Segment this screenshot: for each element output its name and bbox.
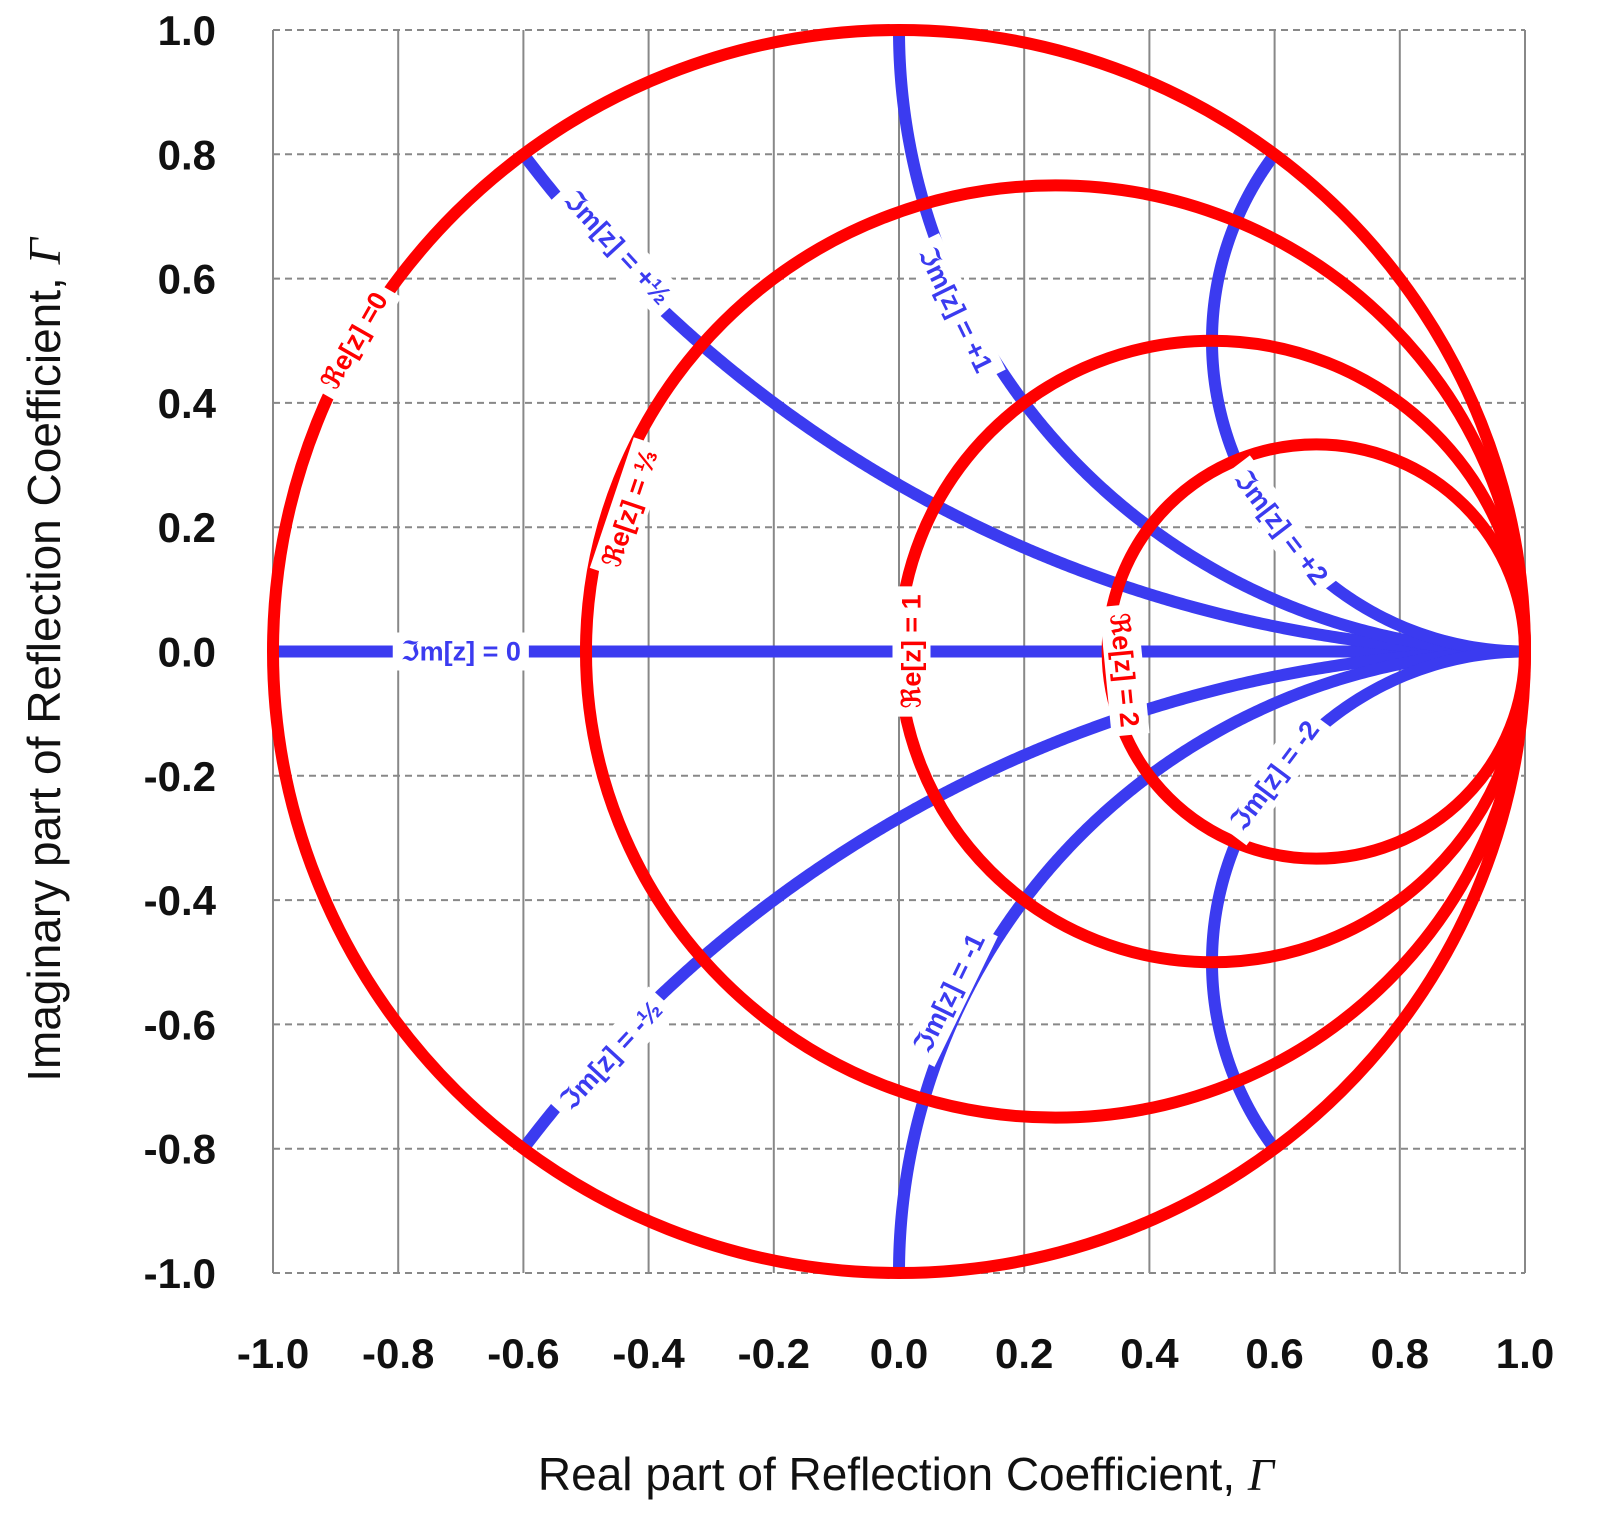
x-tick-label: 0.2 <box>995 1330 1053 1377</box>
curve-label: ℜe[z] = 2 <box>1099 603 1150 737</box>
y-tick-label: 1.0 <box>158 7 216 54</box>
curve-label: ℑm[z] = -½ <box>545 986 677 1125</box>
x-tick-label: 1.0 <box>1496 1330 1554 1377</box>
x-tick-label: 0.4 <box>1120 1330 1179 1377</box>
y-tick-label: -1.0 <box>144 1250 216 1297</box>
curve-label-background <box>900 919 998 1067</box>
curve-label-background <box>549 176 686 319</box>
tick-labels: -1.0 -0.8 -0.6 -0.4 -0.2 0.0 0.2 0.4 0.6 0.8 1.0 -1… <box>144 7 1555 1377</box>
x-axis-title-symbol: Γ <box>1247 1449 1276 1500</box>
x-axis-title-prefix: Real <box>538 1448 633 1500</box>
curve-label: ℑm[z] = +1 <box>904 233 1006 387</box>
y-tick-label: 0.0 <box>158 629 216 676</box>
curve-label-text: ℜe[z] = 1 <box>897 594 927 708</box>
x-tick-label: -0.6 <box>487 1330 559 1377</box>
curve-label-text: ℑm[z] = 0 <box>401 637 521 667</box>
y-axis-title-prefix: Imaginary <box>18 880 70 1082</box>
x-tick-label: -0.2 <box>738 1330 810 1377</box>
y-tick-label: -0.6 <box>144 1001 216 1048</box>
x-tick-label: -0.8 <box>362 1330 434 1377</box>
curve-label-background <box>1216 706 1334 846</box>
curve-label: ℜe[z] =0 <box>307 278 402 404</box>
curve-label-background <box>589 437 670 580</box>
y-tick-label: -0.8 <box>144 1126 216 1173</box>
x-axis-title-text: part of Reflection Coefficient, <box>645 1448 1235 1500</box>
x-tick-label: 0.6 <box>1245 1330 1303 1377</box>
curves <box>267 24 1532 1279</box>
curve-label: ℜe[z] = ⅓ <box>589 437 670 580</box>
curve-label-text: ℑm[z] = -½ <box>554 995 669 1116</box>
y-tick-label: 0.2 <box>158 504 216 551</box>
y-tick-label: -0.4 <box>144 877 217 924</box>
x-tick-label: 0.8 <box>1371 1330 1429 1377</box>
curve-label-background <box>392 632 529 671</box>
x-axis-title: Real part of Reflection Coefficient, Γ <box>538 1448 1276 1500</box>
y-tick-label: -0.2 <box>144 753 216 800</box>
curve-label-background <box>1099 603 1150 737</box>
y-axis-title: Imaginary part of Reflection Coefficient… <box>18 236 70 1081</box>
curve-label: ℑm[z] = 0 <box>392 632 529 671</box>
y-tick-label: 0.8 <box>158 131 216 178</box>
curve-label-background <box>307 278 402 404</box>
y-axis-title-text: part of Reflection Coefficient, <box>18 277 70 867</box>
curve-label: ℜe[z] = 1 <box>892 586 931 717</box>
x-tick-label: 0.0 <box>870 1330 928 1377</box>
curve-label-background <box>904 233 1006 387</box>
curve-label: ℑm[z] = +½ <box>549 176 686 319</box>
y-tick-label: 0.4 <box>158 380 217 427</box>
curve-label-background <box>892 586 931 717</box>
y-tick-label: 0.6 <box>158 256 216 303</box>
grid <box>272 29 1526 1274</box>
x-tick-label: -0.4 <box>612 1330 685 1377</box>
curve-label-text: ℑm[z] = +1 <box>912 242 999 377</box>
curve-label-text: ℑm[z] = +½ <box>558 185 677 311</box>
curve-label-background <box>545 986 677 1125</box>
curve-label-background <box>1219 455 1343 600</box>
y-axis-title-symbol: Γ <box>19 236 70 265</box>
x-tick-label: -1.0 <box>237 1330 309 1377</box>
